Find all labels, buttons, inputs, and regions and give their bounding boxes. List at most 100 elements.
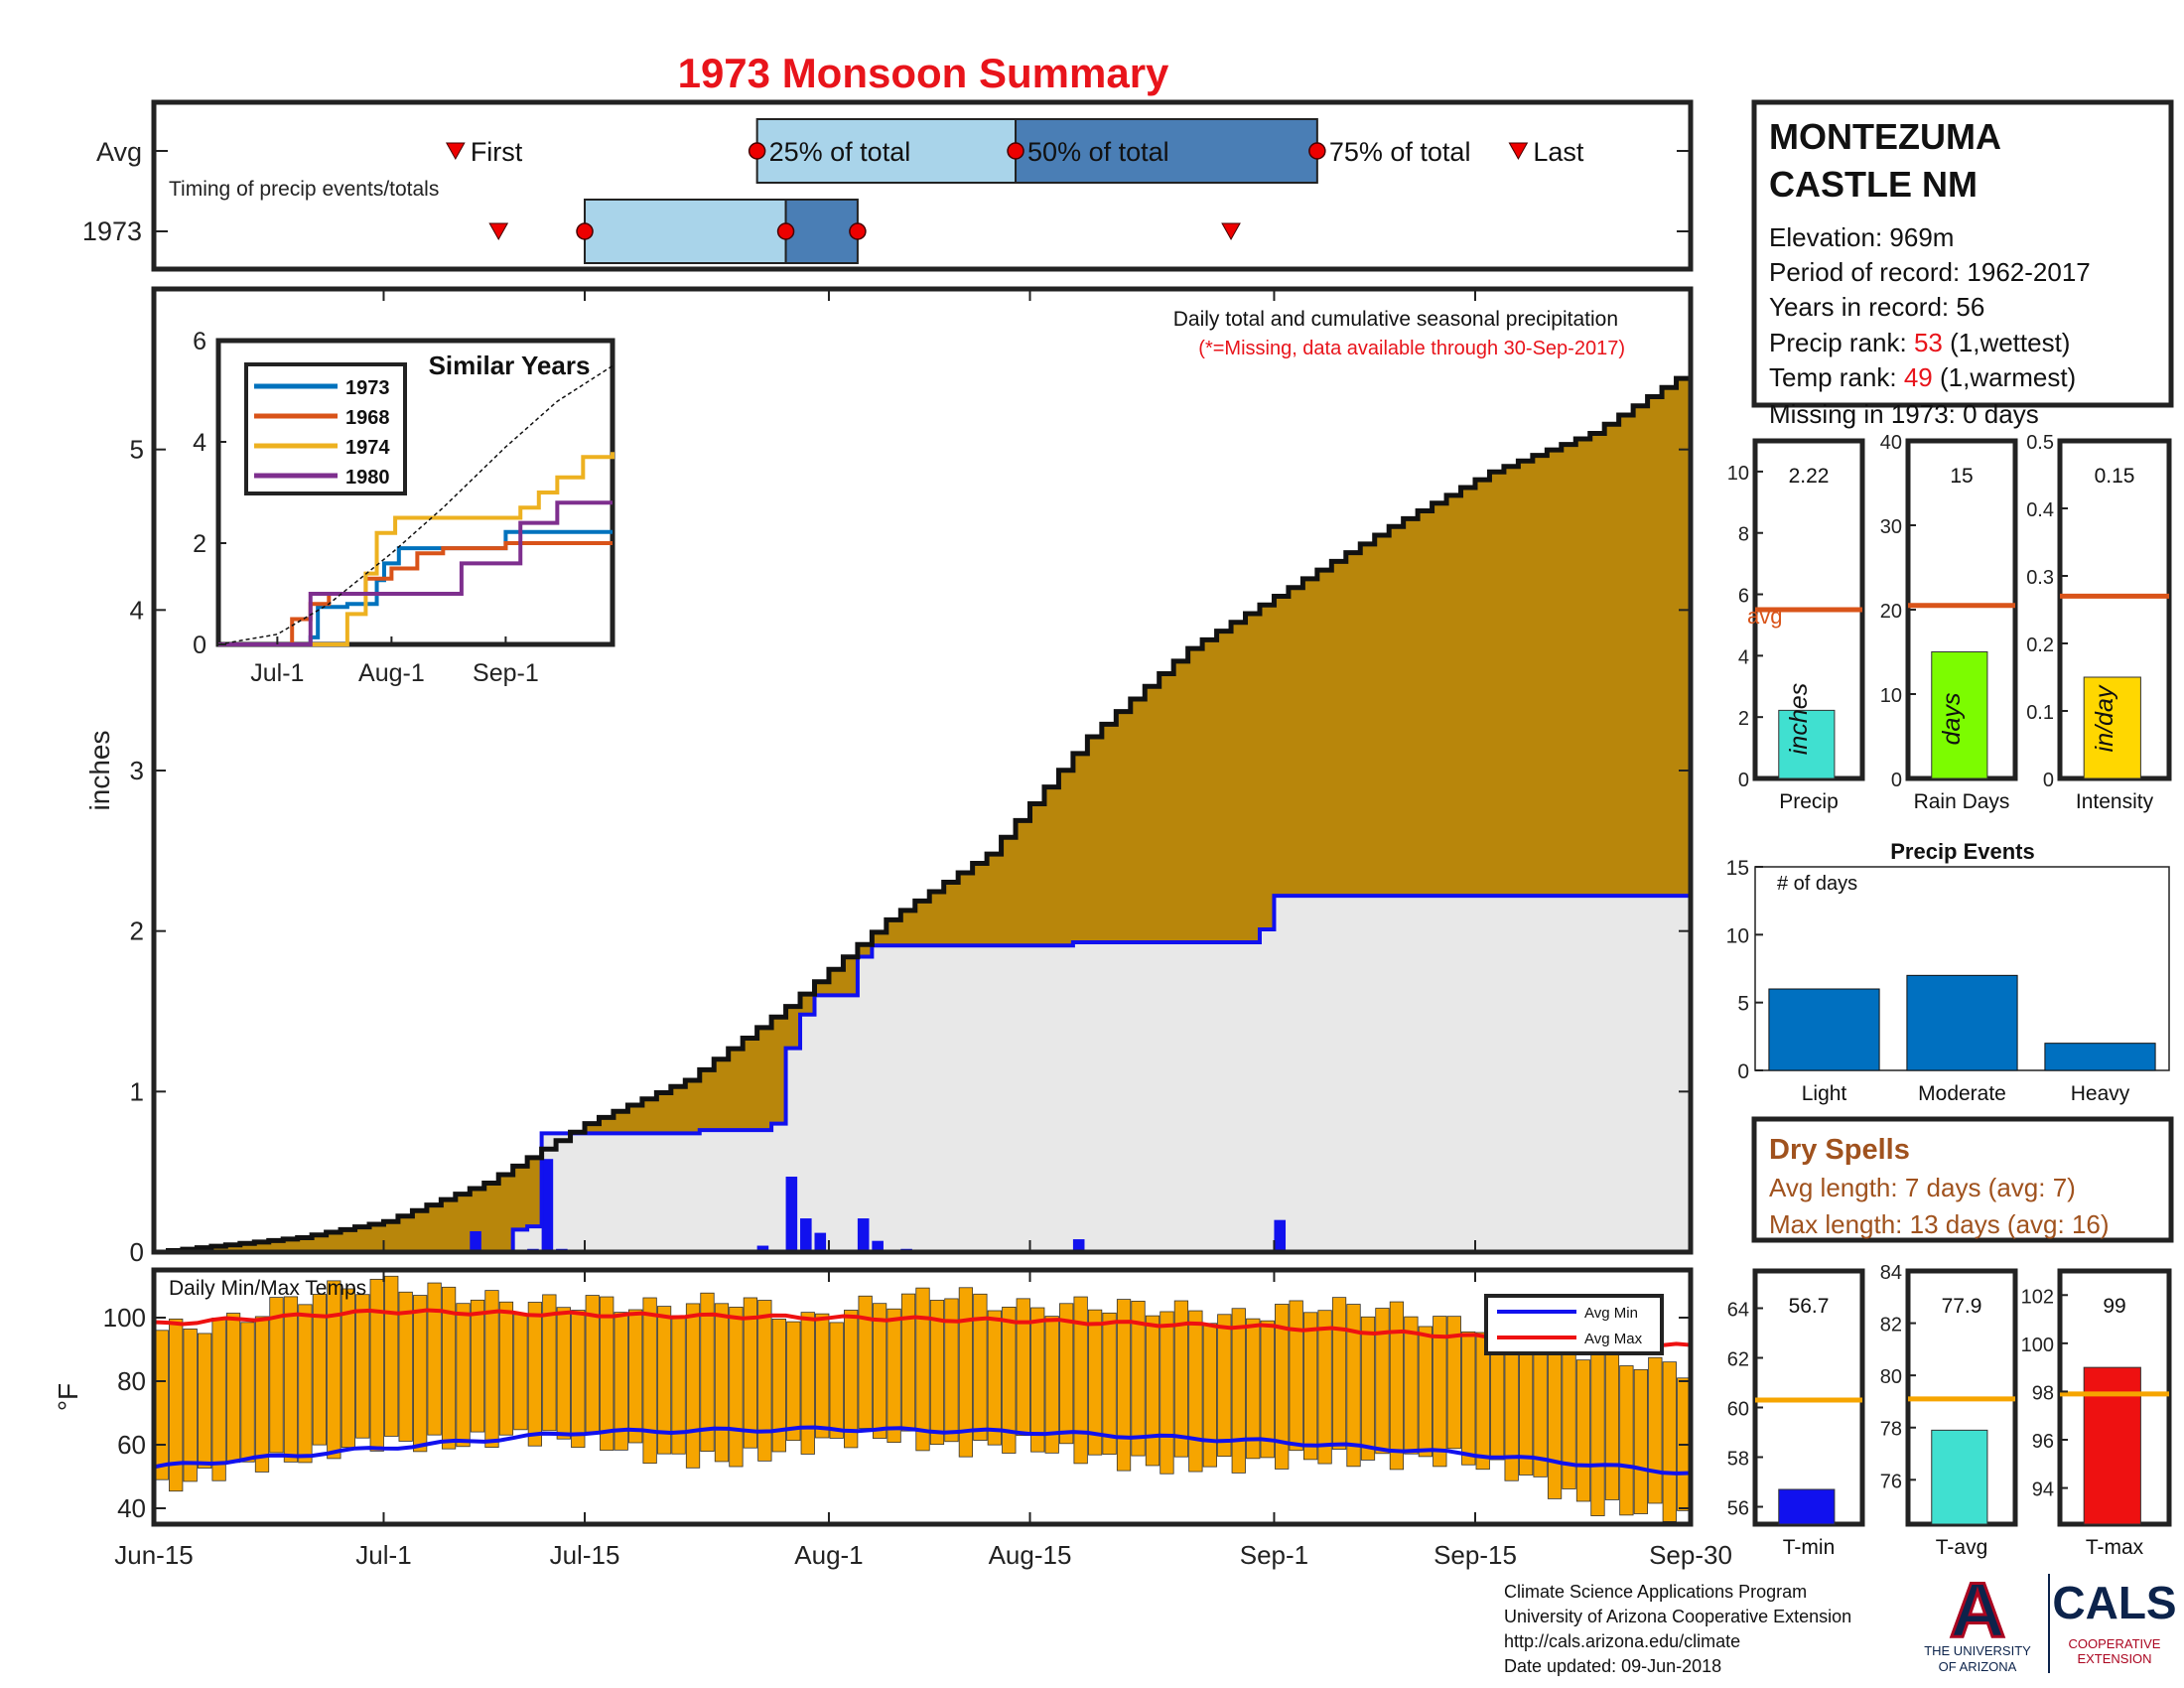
daily-temp-bar	[1002, 1306, 1017, 1454]
dry-spells-box: Dry Spells Avg length: 7 days (avg: 7) M…	[1751, 1116, 2174, 1243]
inset-xtick-label: Sep-1	[473, 659, 539, 687]
daily-temp-bar	[915, 1287, 930, 1452]
inset-xtick-label: Aug-1	[358, 659, 425, 687]
daily-temp-bar	[369, 1278, 384, 1452]
avg-max-line	[153, 1308, 1692, 1348]
timing-quantile-dot	[1007, 142, 1024, 160]
daily-temp-bar	[542, 1294, 557, 1432]
daily-precip-bar	[872, 1240, 884, 1252]
daily-temp-bar	[1073, 1296, 1088, 1465]
ua-logo-line2: OF ARIZONA	[1939, 1659, 2017, 1674]
precip-ytick-label: 1	[130, 1076, 144, 1106]
daily-temp-bar	[154, 1330, 169, 1480]
precip-total-value: 2.22	[1789, 465, 1830, 488]
daily-temp-bar	[1016, 1298, 1030, 1437]
station-missing: Missing in 1973: 0 days	[1769, 399, 2039, 429]
date-tick-label: Sep-15	[1433, 1540, 1517, 1570]
daily-temp-bar	[958, 1287, 974, 1458]
daily-precip-bar	[800, 1218, 812, 1252]
inset-legend-label-1974: 1974	[345, 437, 390, 459]
daily-temp-bar	[944, 1298, 959, 1443]
daily-temp-bar	[786, 1321, 801, 1442]
t-max-bar	[2083, 1366, 2141, 1525]
t-max-ytick-label: 102	[2021, 1286, 2054, 1308]
daily-temp-bar	[1404, 1316, 1419, 1455]
t-max-value: 99	[2103, 1295, 2125, 1318]
events-ytick-label: 5	[1737, 993, 1749, 1016]
daily-temp-bar	[1173, 1300, 1189, 1458]
precip-events-panel: Light Moderate Heavy 0 5 10 15 Precip Events #…	[1726, 839, 2170, 1105]
daily-precip-bar	[1274, 1219, 1287, 1252]
events-ylabel: # of days	[1777, 873, 1857, 895]
precip-missing-note: (*=Missing, data available through 30-Se…	[1198, 338, 1625, 359]
daily-temp-bar	[355, 1294, 370, 1439]
daily-temp-bar	[743, 1297, 758, 1449]
daily-temp-bar	[327, 1280, 341, 1460]
t-min-ytick-label: 56	[1727, 1498, 1749, 1520]
daily-temp-bar	[298, 1304, 313, 1464]
dry-spells-avg: Avg length: 7 days (avg: 7)	[1769, 1173, 2076, 1202]
daily-temp-bar	[700, 1292, 715, 1453]
daily-temp-bar	[1059, 1303, 1074, 1445]
daily-temp-bar	[800, 1312, 815, 1455]
station-name-line1: MONTEZUMA	[1769, 116, 2001, 157]
precip-ytick-label: 2	[130, 916, 144, 946]
daily-temp-bar	[470, 1299, 485, 1433]
daily-temp-bar	[1433, 1316, 1447, 1468]
timing-q75-label: 75% of total	[1329, 137, 1471, 167]
t-min-ytick-label: 60	[1727, 1399, 1749, 1421]
legend-avg-max: Avg Max	[1584, 1331, 1643, 1347]
daily-temp-bar	[1116, 1299, 1132, 1472]
t-min-ytick-label: 62	[1727, 1349, 1749, 1371]
t-avg-ytick-label: 80	[1880, 1366, 1902, 1388]
t-avg-ytick-label: 82	[1880, 1315, 1902, 1336]
rain-days-ytick-label: 0	[1891, 770, 1902, 791]
timing-first-last-marker	[488, 222, 509, 241]
daily-temp-bar	[642, 1297, 657, 1465]
footer-line3: http://cals.arizona.edu/climate	[1504, 1631, 1740, 1651]
station-period: Period of record: 1962-2017	[1769, 257, 2091, 287]
daily-temp-bar	[1131, 1300, 1146, 1457]
timing-quantile-dot	[748, 142, 766, 160]
daily-temp-bar	[714, 1303, 730, 1463]
figure-title: 1973 Monsoon Summary	[678, 50, 1169, 96]
timing-quantile-dot	[576, 222, 594, 240]
daily-temp-bar	[1475, 1332, 1490, 1471]
daily-temp-bar	[1575, 1359, 1591, 1502]
precip-total-category: Precip	[1779, 790, 1839, 813]
timing-quantile-dot	[1308, 142, 1326, 160]
daily-temp-bar	[513, 1314, 528, 1431]
intensity-category: Intensity	[2076, 790, 2154, 813]
daily-temp-bar	[413, 1295, 428, 1453]
timing-avg-label: Avg	[96, 137, 142, 167]
t-max-ytick-label: 96	[2032, 1431, 2054, 1453]
daily-temp-bar	[1360, 1316, 1376, 1461]
date-tick-label: Sep-30	[1649, 1540, 1732, 1570]
t-min-category: T-min	[1783, 1536, 1836, 1559]
timing-last-label: Last	[1533, 137, 1584, 167]
daily-temp-bar	[427, 1282, 442, 1436]
events-category-light: Light	[1802, 1082, 1847, 1105]
intensity-value: 0.15	[2095, 465, 2135, 488]
daily-temp-bar	[441, 1286, 457, 1450]
daily-temp-bar	[1461, 1331, 1476, 1466]
rain-days-ytick-label: 10	[1880, 685, 1902, 707]
daily-temp-bar	[757, 1300, 772, 1462]
intensity-ytick-label: 0.1	[2026, 702, 2054, 724]
events-ytick-label: 10	[1726, 924, 1749, 947]
date-tick-label: Jun-15	[114, 1540, 194, 1570]
t-max-ytick-label: 100	[2021, 1335, 2054, 1356]
cals-logo-line2: EXTENSION	[2077, 1651, 2151, 1666]
date-axis: Jun-15 Jul-1 Jul-15 Aug-1 Aug-15 Sep-1 Sep-15 S…	[114, 289, 1732, 1570]
daily-precip-bar	[814, 1232, 827, 1252]
inset-legend-label-1973: 1973	[345, 377, 390, 399]
daily-temp-bar	[1389, 1301, 1405, 1471]
temp-ytick-label: 60	[117, 1430, 146, 1460]
timing-first-last-marker	[445, 142, 466, 161]
daily-temp-bar	[1317, 1310, 1332, 1465]
daily-temp-bar	[1030, 1307, 1045, 1453]
avg-min-line	[153, 1425, 1692, 1476]
precip-total-ytick-label: 0	[1738, 770, 1749, 791]
t-min-ytick-label: 58	[1727, 1449, 1749, 1471]
footer-line2: University of Arizona Cooperative Extens…	[1504, 1607, 1851, 1626]
